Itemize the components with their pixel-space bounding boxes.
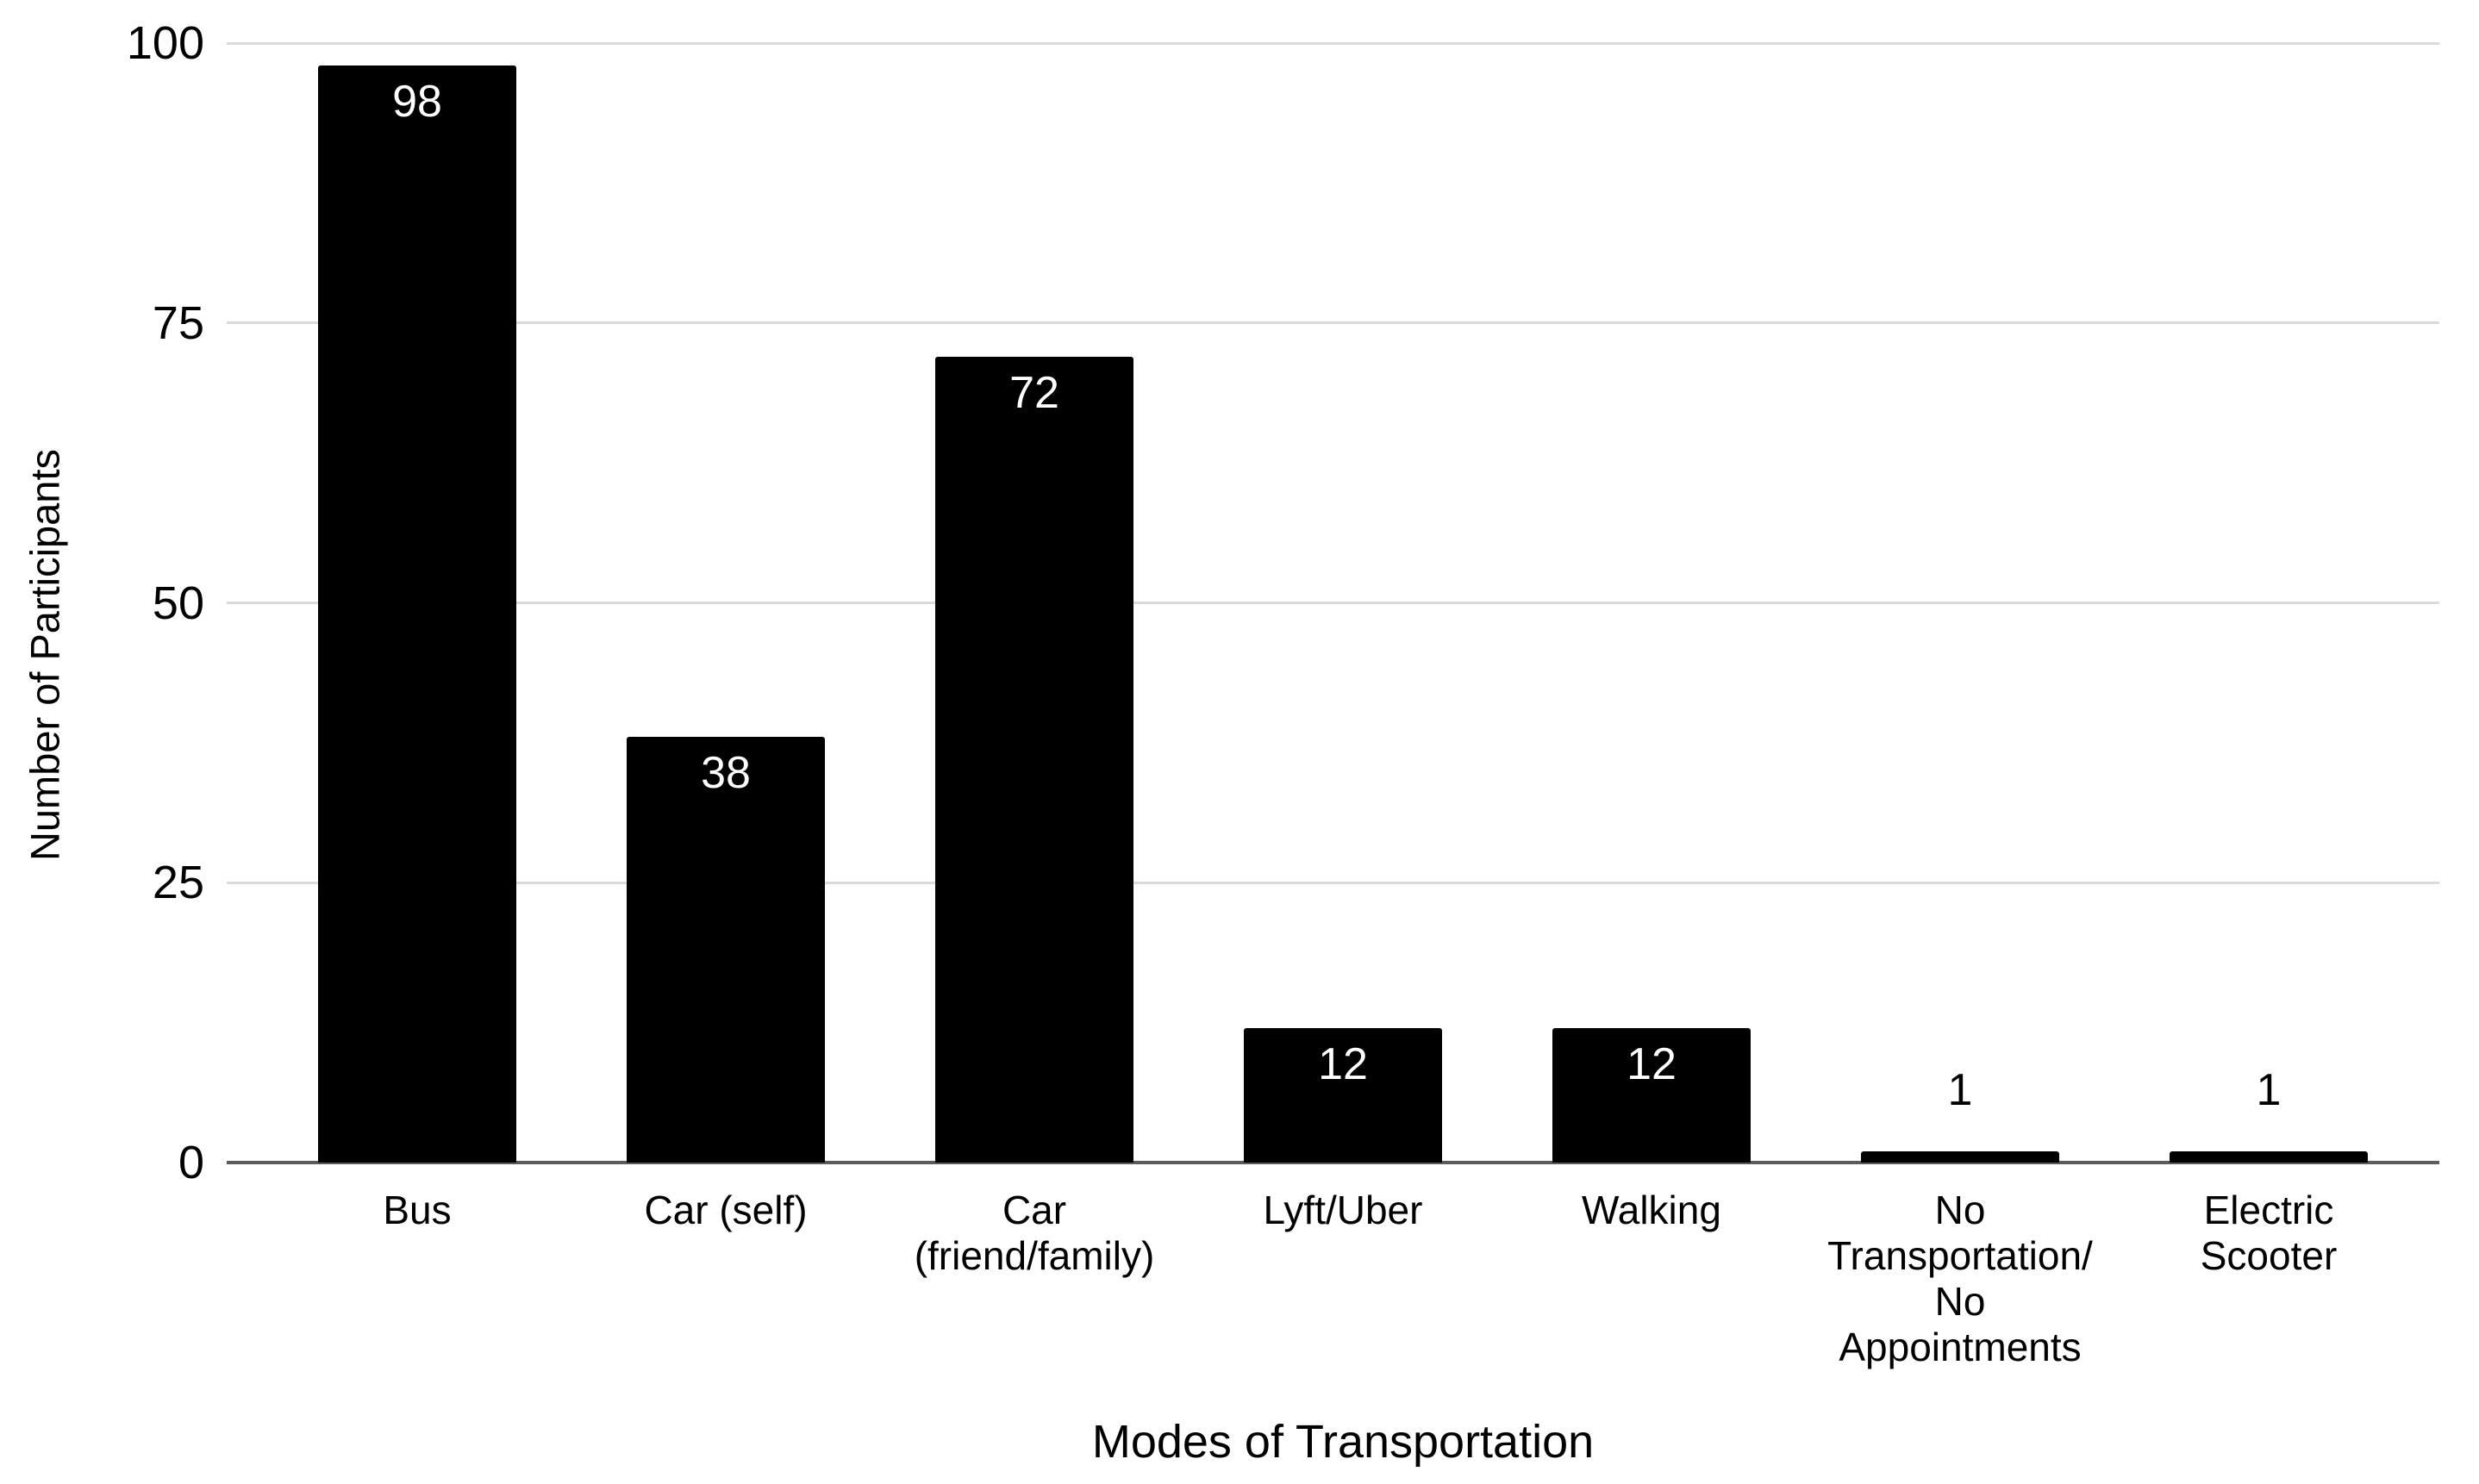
category-label-1: Bus [383, 1188, 452, 1232]
y-tick-label-25: 25 [152, 857, 204, 909]
y-tick-label-0: 0 [178, 1137, 204, 1188]
bar-value-label: 1 [2256, 1064, 2282, 1115]
bar-4: 12 [1244, 1028, 1442, 1163]
bar-3: 72 [935, 356, 1133, 1163]
bar-slot: 1 [1806, 43, 2114, 1163]
category-label-7: Electric Scooter [2200, 1188, 2338, 1278]
x-axis-line [227, 1161, 2439, 1164]
bar-value-label: 1 [1947, 1064, 1973, 1115]
bar-slot: 1 [2114, 43, 2423, 1163]
x-axis-title: Modes of Transportation [1091, 1416, 1595, 1468]
y-tick-label-50: 50 [152, 577, 204, 629]
category-label-2: Car (self) [644, 1188, 808, 1232]
category-label-6: No Transportation/ No Appointments [1827, 1188, 2093, 1369]
bar-slot: 98 [263, 43, 571, 1163]
bar-value-label: 12 [1627, 1039, 1677, 1090]
y-axis-title: Number of Participants [22, 448, 68, 862]
bar-slot: 72 [880, 43, 1189, 1163]
bar-value-label: 98 [392, 76, 442, 127]
category-label-5: Walking [1582, 1188, 1721, 1232]
bar-5: 12 [1552, 1028, 1751, 1163]
bar-slot: 12 [1497, 43, 1806, 1163]
category-label-4: Lyft/Uber [1263, 1188, 1423, 1232]
y-tick-label-100: 100 [126, 17, 204, 69]
gridline-75 [227, 321, 2439, 325]
bar-slot: 12 [1189, 43, 1497, 1163]
gridline-100 [227, 41, 2439, 45]
category-label-3: Car (friend/family) [914, 1188, 1155, 1278]
bar-slot: 38 [571, 43, 880, 1163]
bar-1: 98 [318, 65, 516, 1163]
x-category-labels: Bus Car (self) Car (friend/family) Lyft/Ube… [263, 1188, 2423, 1370]
bar-2: 38 [627, 737, 825, 1163]
y-tick-label-75: 75 [152, 296, 204, 349]
bar-value-label: 72 [1009, 367, 1059, 418]
gridline-50 [227, 602, 2439, 604]
gridline-25 [227, 881, 2439, 884]
plot-area: 98 38 72 12 12 1 1 [227, 41, 2439, 1164]
bar-value-label: 38 [701, 748, 751, 799]
bar-value-label: 12 [1318, 1039, 1368, 1090]
bar-6 [1861, 1151, 2059, 1163]
bar-7 [2170, 1151, 2368, 1163]
bars-row: 98 38 72 12 12 1 1 [263, 43, 2423, 1163]
